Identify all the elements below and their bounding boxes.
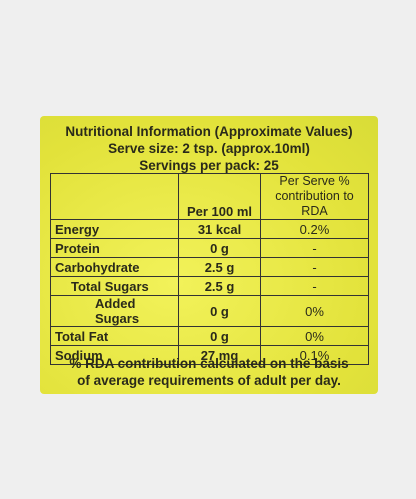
table-row: Protein 0 g- bbox=[50, 238, 369, 258]
table-row: Sodium 27 mg 0.1% bbox=[50, 345, 369, 365]
rda-percent: - bbox=[260, 238, 369, 258]
nutrient-name: Energy bbox=[50, 219, 179, 239]
rda-percent: - bbox=[260, 257, 369, 277]
rda-percent: 0.2% bbox=[260, 219, 369, 239]
column-header: Per Serve % contribution to RDA bbox=[260, 173, 369, 220]
rda-percent: 0% bbox=[260, 295, 369, 327]
per-100ml: 31 kcal bbox=[178, 219, 261, 239]
empty-header bbox=[50, 173, 179, 220]
table-row: Added Sugars 0 g 0% bbox=[50, 295, 369, 327]
header-line: Nutritional Information (Approximate Val… bbox=[65, 124, 353, 139]
nutrient-name: Protein bbox=[50, 238, 179, 258]
header-line: Servings per pack: 25 bbox=[139, 158, 279, 173]
table-row: Total Fat 0 g 0% bbox=[50, 326, 369, 346]
rda-percent: 0.1% bbox=[260, 345, 369, 365]
rda-percent: - bbox=[260, 276, 369, 296]
per-100ml: 0 g bbox=[178, 295, 261, 327]
nutrient-name: Total Fat bbox=[50, 326, 179, 346]
column-header: Per 100 ml bbox=[178, 173, 261, 220]
per-100ml: 2.5 g bbox=[178, 257, 261, 277]
per-100ml: 0 g bbox=[178, 326, 261, 346]
label-header: Nutritional Information (Approximate Val… bbox=[40, 123, 378, 174]
table-body: Energy 31 kcal 0.2% Protein 0 g - Carbohydrate… bbox=[50, 219, 369, 365]
nutrient-name: Sodium bbox=[50, 345, 179, 365]
rda-percent: 0% bbox=[260, 326, 369, 346]
nutrient-name: Added Sugars bbox=[50, 295, 179, 327]
nutrient-name: Total Sugars bbox=[50, 276, 179, 296]
table-row: Total Sugars 2.5 g- bbox=[50, 276, 369, 296]
nutrient-name: Carbohydrate bbox=[50, 257, 179, 277]
header-row: Per 100 ml Per Serve % contribution to R… bbox=[50, 173, 369, 220]
label-footer: % RDA contribution calculated on the bas… bbox=[40, 355, 378, 389]
footer-line: of average requirements of adult per day… bbox=[77, 373, 341, 388]
per-100ml: 2.5 g bbox=[178, 276, 261, 296]
table-row: Energy 31 kcal 0.2% bbox=[50, 219, 369, 239]
table-row: Carbohydrate 2.5 g- bbox=[50, 257, 369, 277]
nutrition-label: Nutritional Information (Approximate Val… bbox=[40, 116, 378, 394]
footer-line: % RDA contribution calculated on the bas… bbox=[69, 356, 349, 371]
per-100ml: 0 g bbox=[178, 238, 261, 258]
header-line: Serve size: 2 tsp. (approx.10ml) bbox=[108, 141, 310, 156]
nutrition-table: Per 100 ml Per Serve % contribution to R… bbox=[50, 173, 369, 365]
